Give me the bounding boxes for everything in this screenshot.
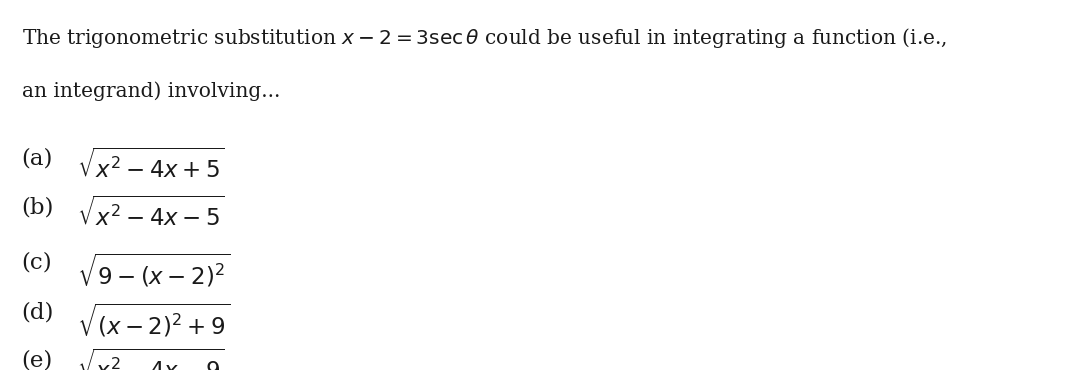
Text: (c): (c) [22,252,52,273]
Text: (a): (a) [22,148,53,170]
Text: (d): (d) [22,302,54,323]
Text: $\sqrt{x^2 - 4x + 5}$: $\sqrt{x^2 - 4x + 5}$ [77,148,226,182]
Text: The trigonometric substitution $x - 2 = 3\sec\theta$ could be useful in integrat: The trigonometric substitution $x - 2 = … [22,26,947,50]
Text: $\sqrt{9 - (x-2)^2}$: $\sqrt{9 - (x-2)^2}$ [77,252,230,289]
Text: $\sqrt{x^2 - 4x - 5}$: $\sqrt{x^2 - 4x - 5}$ [77,196,226,231]
Text: (b): (b) [22,196,54,218]
Text: $\sqrt{x^2 - 4x - 9}$: $\sqrt{x^2 - 4x - 9}$ [77,350,226,370]
Text: (e): (e) [22,350,53,370]
Text: an integrand) involving...: an integrand) involving... [22,81,280,101]
Text: $\sqrt{(x-2)^2 + 9}$: $\sqrt{(x-2)^2 + 9}$ [77,302,230,339]
